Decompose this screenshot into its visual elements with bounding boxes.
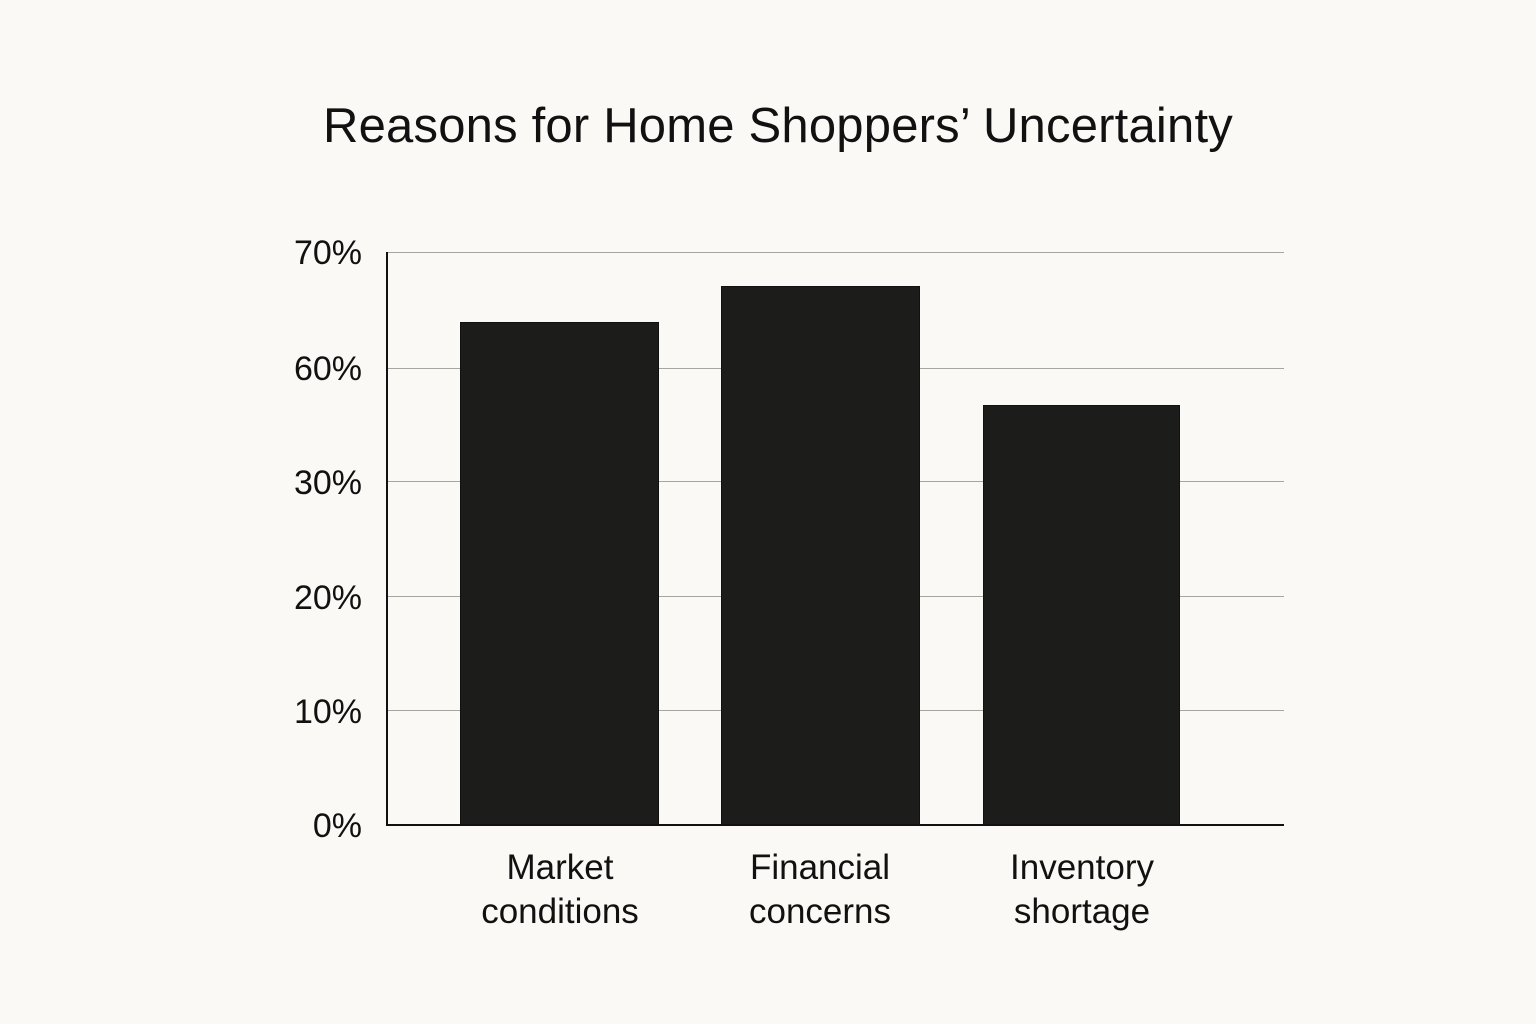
x-tick-label-market-conditions: Market conditions (430, 846, 690, 934)
y-tick-label: 60% (293, 350, 362, 388)
y-tick-label: 0% (312, 807, 362, 845)
x-label-line: shortage (1013, 892, 1151, 931)
y-tick-label: 70% (293, 234, 362, 272)
bar-market-conditions (460, 322, 659, 825)
chart-title: Reasons for Home Shoppers’ Uncertainty (323, 99, 1233, 153)
x-label-line: Financial (749, 848, 891, 887)
x-tick-label-financial-concerns: Financial concerns (690, 846, 950, 934)
y-tick-label: 10% (293, 693, 362, 731)
x-label-line: Market (506, 848, 614, 887)
gridline-70 (387, 252, 1284, 253)
x-label-line: concerns (748, 892, 892, 931)
x-axis-line (386, 824, 1284, 826)
y-tick-label: 30% (293, 464, 362, 502)
y-tick-label: 20% (293, 579, 362, 617)
bar-financial-concerns (721, 286, 920, 825)
x-tick-label-inventory-shortage: Inventory shortage (952, 846, 1212, 934)
y-axis-line (386, 252, 388, 826)
x-label-line: conditions (481, 892, 639, 931)
x-label-line: Inventory (1010, 848, 1154, 887)
bar-inventory-shortage (983, 405, 1180, 825)
